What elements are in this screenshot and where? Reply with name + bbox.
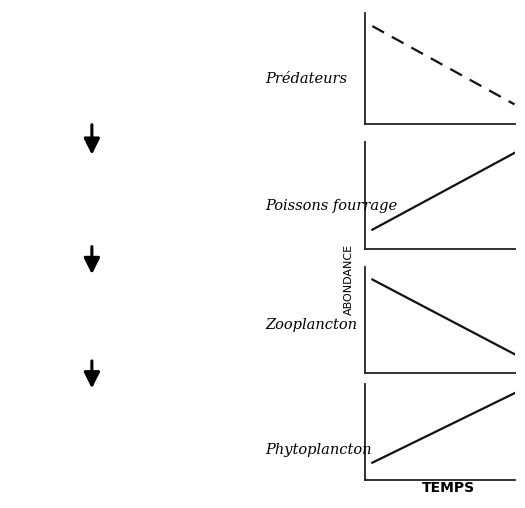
Text: ABONDANCE: ABONDANCE xyxy=(344,244,354,315)
Text: Phytoplancton: Phytoplancton xyxy=(265,442,372,457)
Text: Poissons fourrage: Poissons fourrage xyxy=(265,199,397,213)
Text: TEMPS: TEMPS xyxy=(422,481,476,495)
Text: Zooplancton: Zooplancton xyxy=(265,318,357,332)
Text: Prédateurs: Prédateurs xyxy=(265,72,347,86)
